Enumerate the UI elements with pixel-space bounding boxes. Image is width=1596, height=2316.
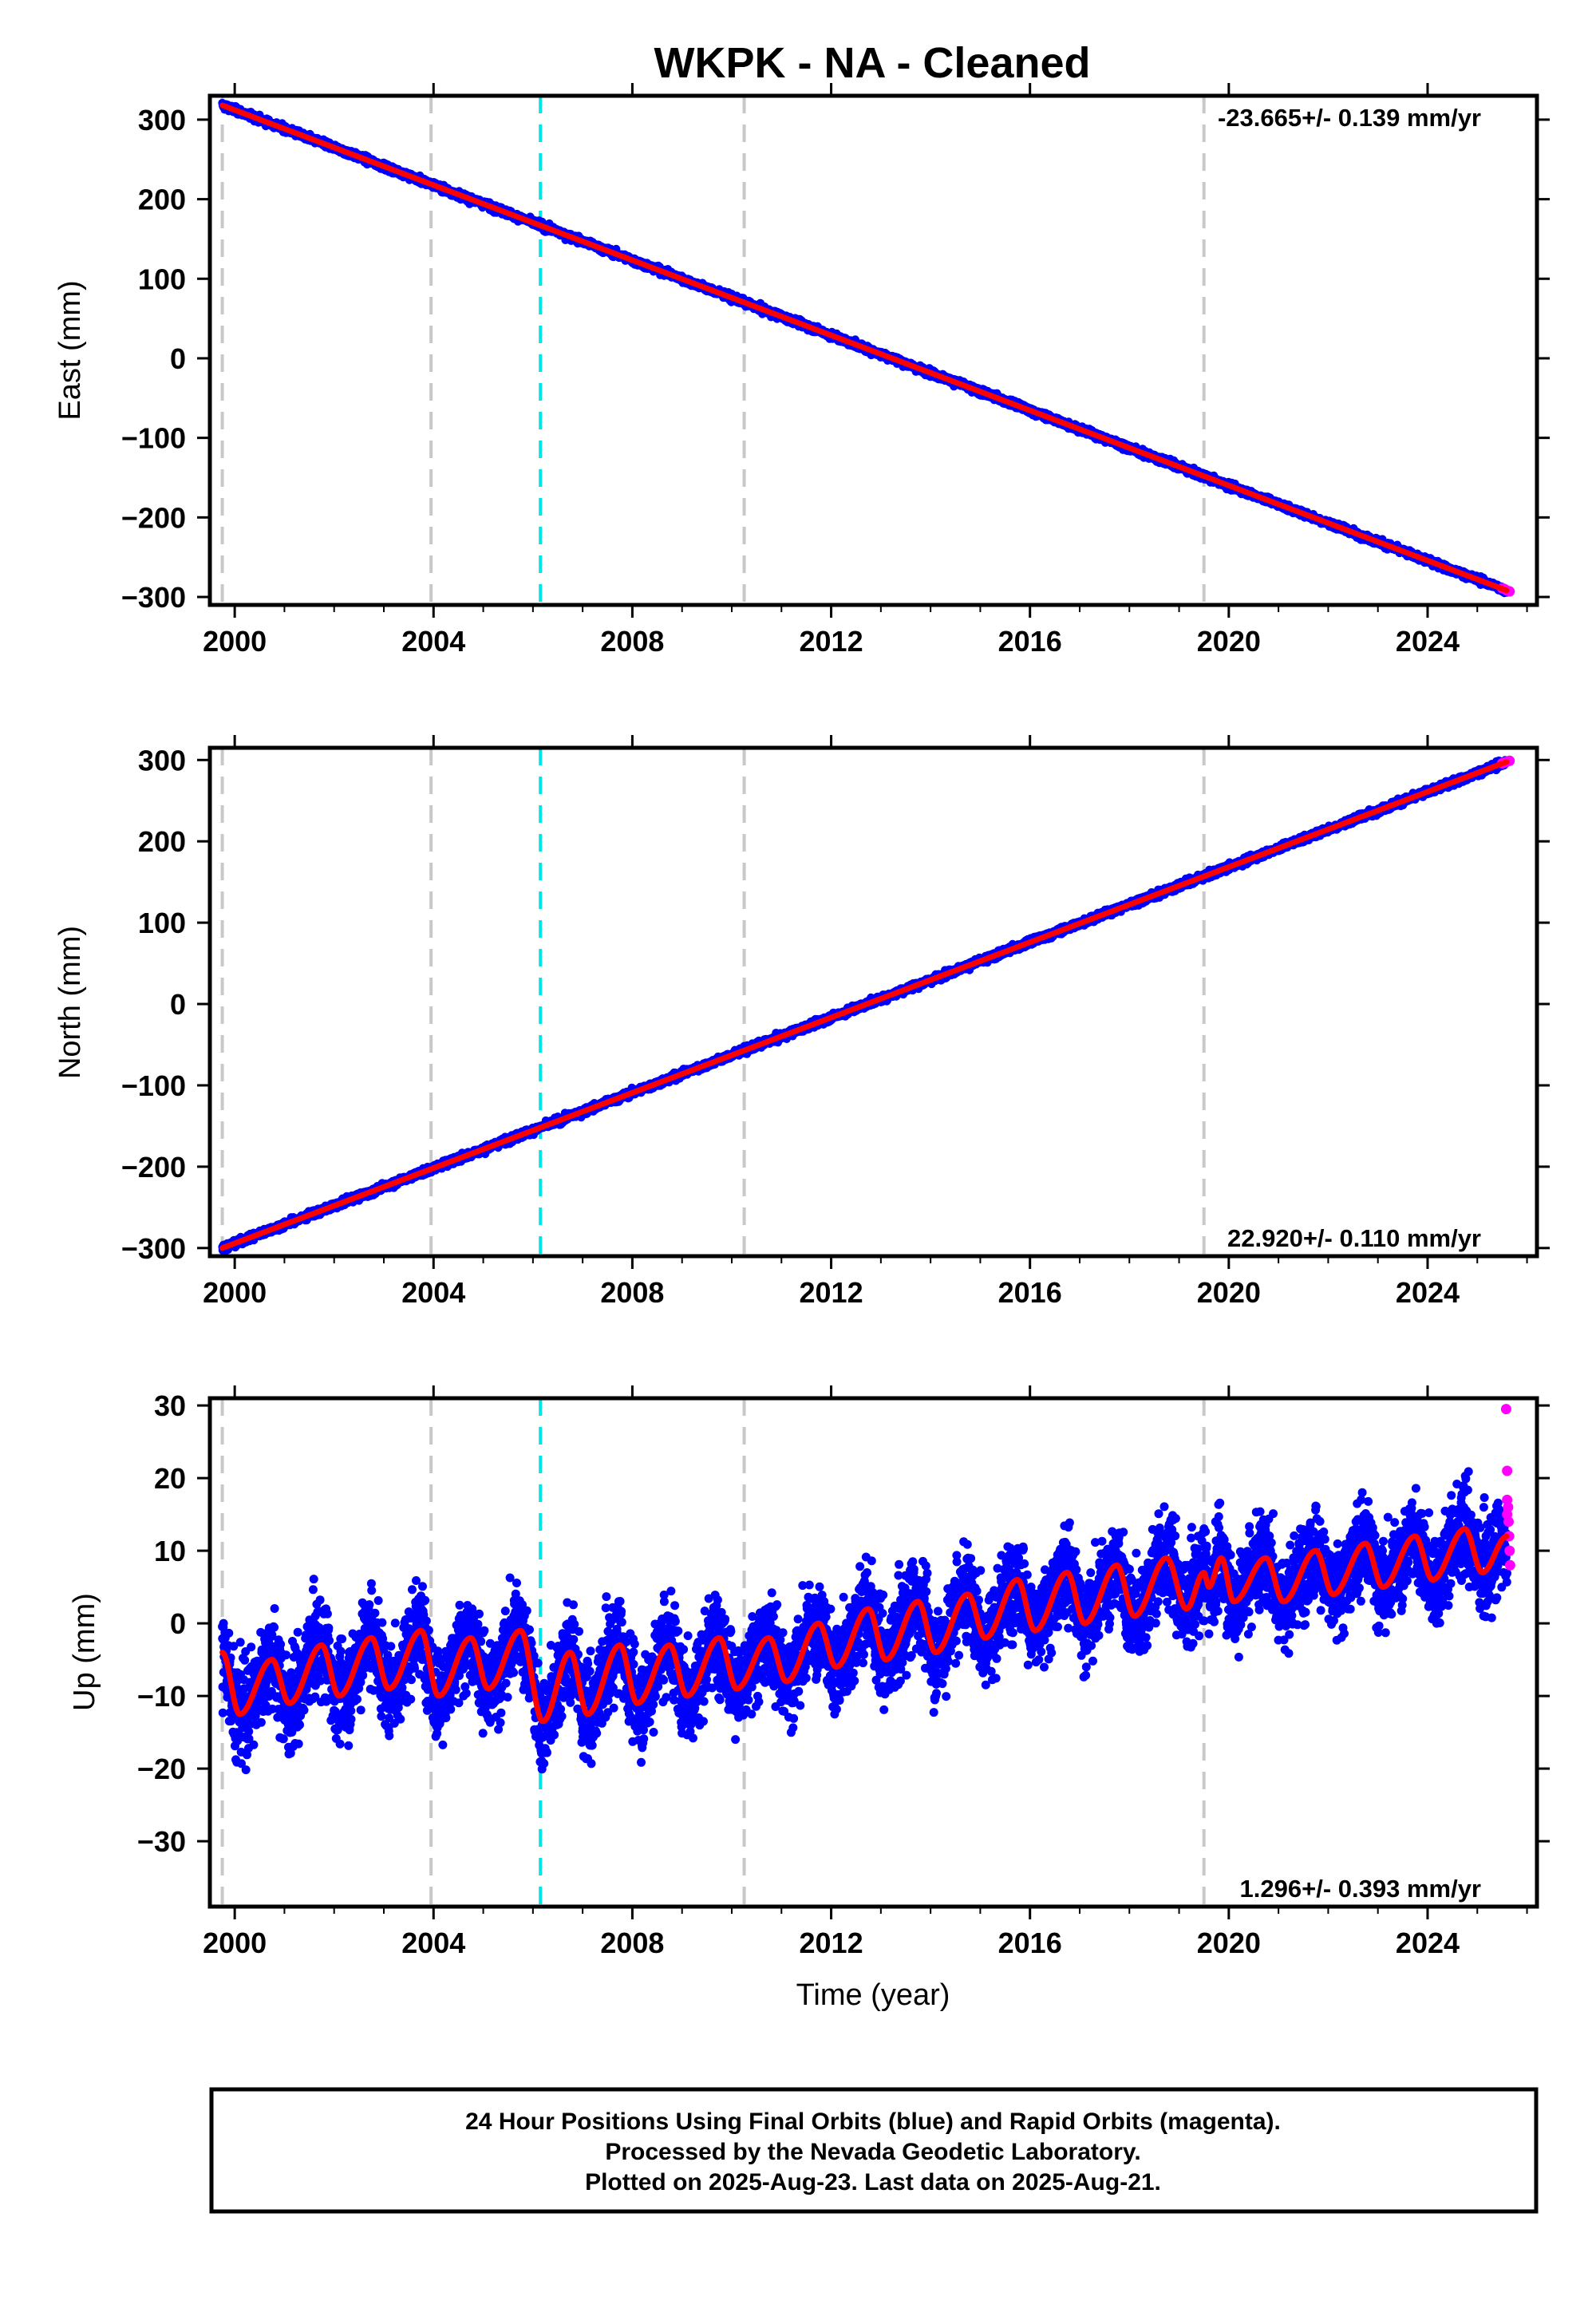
east-panel: 2000 2004 2008 2012 2016 2020 2024 −300−200−10… bbox=[53, 83, 1550, 658]
figure-title: WKPK - NA - Cleaned bbox=[654, 39, 1090, 87]
